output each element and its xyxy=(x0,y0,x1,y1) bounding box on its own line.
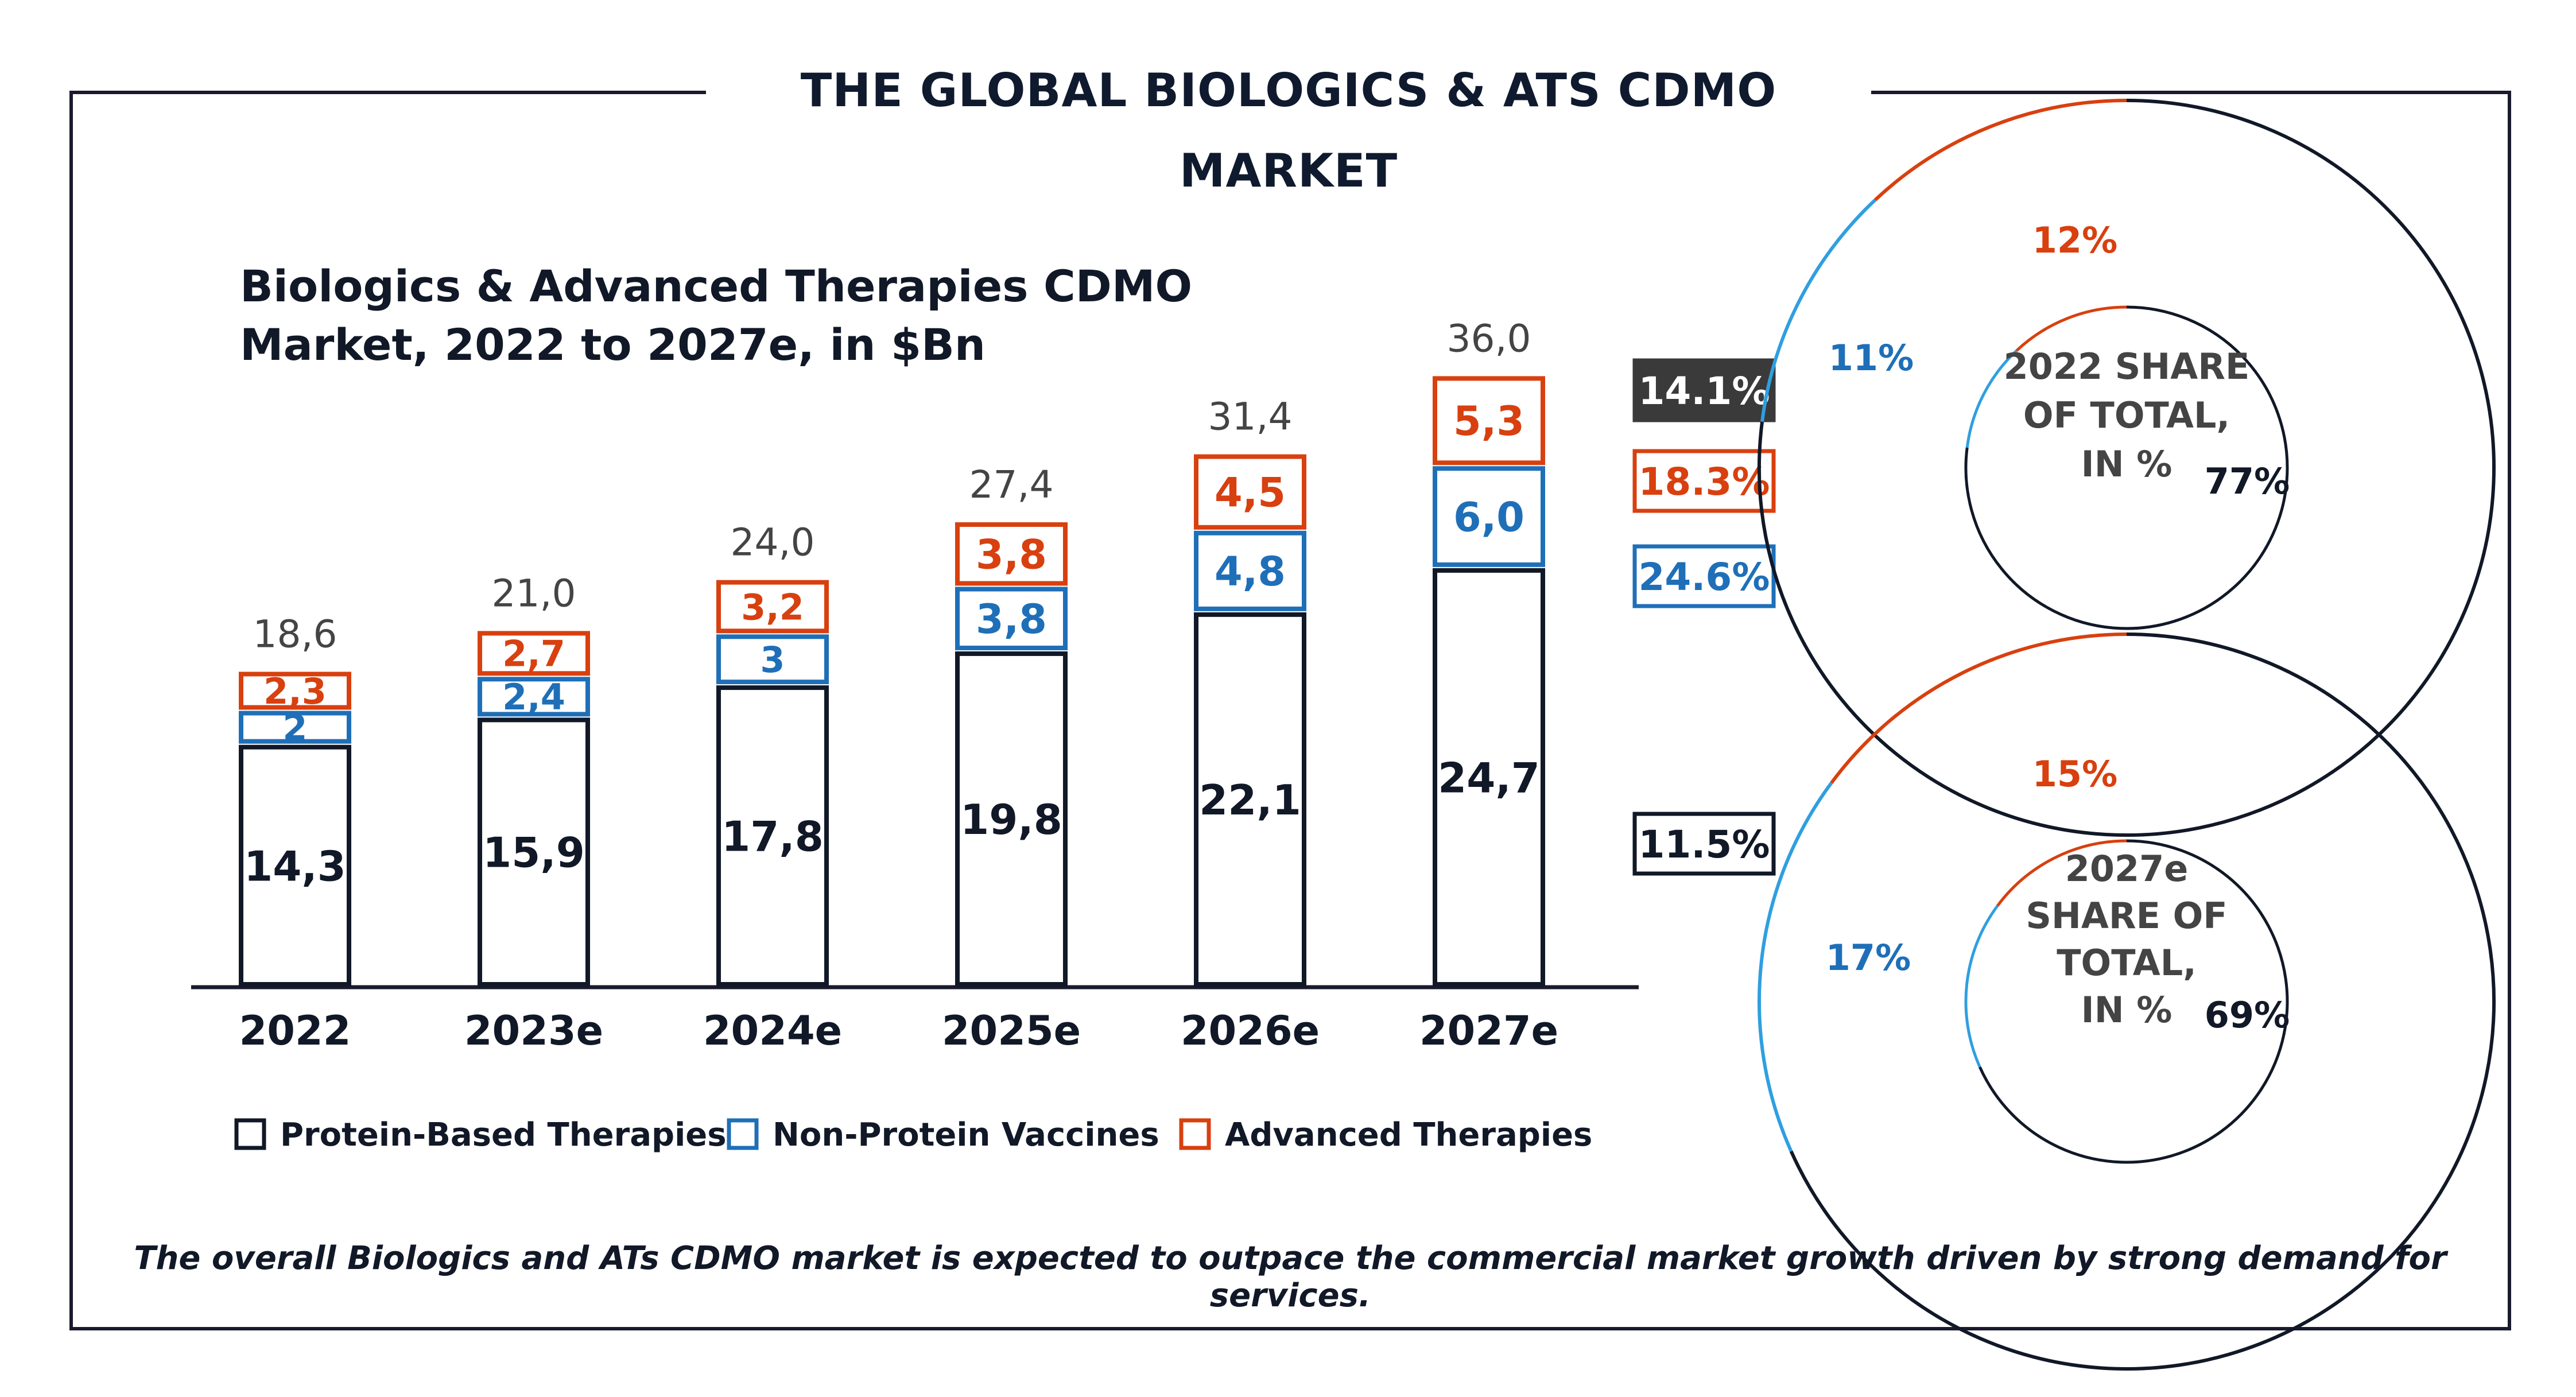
data-label: 2,7 xyxy=(502,633,565,675)
donut-slice-outer xyxy=(1758,782,1833,1152)
data-label: 4,8 xyxy=(1215,548,1286,595)
bar-segment xyxy=(1433,466,1545,567)
donut-center-label: OF TOTAL, xyxy=(2023,394,2230,436)
donut-center-label: IN % xyxy=(2081,989,2172,1031)
donut-slice-outer xyxy=(1758,99,2496,837)
bar-segment xyxy=(1194,612,1306,987)
data-label: 15,9 xyxy=(483,829,585,877)
donut-slice-inner xyxy=(1964,305,2289,630)
data-label: 17,8 xyxy=(721,812,824,860)
bar-segment xyxy=(478,717,590,987)
bar-chart-title-line-2: Market, 2022 to 2027e, in $Bn xyxy=(240,319,986,370)
bar-segment xyxy=(478,631,590,676)
x-tick-label: 2025e xyxy=(942,1007,1081,1054)
total-label: 24,0 xyxy=(731,521,815,565)
bar-segment xyxy=(955,522,1068,586)
donut-center-label: SHARE OF xyxy=(2026,895,2227,937)
cagr-label-total: 14.1% xyxy=(1639,369,1770,413)
bar-segment xyxy=(716,634,829,685)
bar-segment xyxy=(478,677,590,717)
donut-slice-outer xyxy=(1760,199,1876,422)
bar-segment xyxy=(239,672,351,710)
donut-center-label: IN % xyxy=(2081,443,2172,485)
donut-charts: 77% 11% 12% 2022 SHARE OF TOTAL, IN % 69% 17% 15… xyxy=(1758,99,2496,1371)
data-label: 3,8 xyxy=(976,531,1047,578)
cagr-label-vaccine: 24.6% xyxy=(1639,555,1770,599)
bar-segment xyxy=(716,685,829,987)
x-tick-label: 2022 xyxy=(239,1007,351,1054)
cagr-box-protein xyxy=(1632,812,1776,876)
x-tick-label: 2027e xyxy=(1419,1007,1558,1054)
data-label: 2,3 xyxy=(263,670,327,712)
legend-label: Protein-Based Therapies xyxy=(280,1116,727,1154)
donut-slice-label: 69% xyxy=(2205,994,2290,1036)
bar-chart-title: Biologics & Advanced Therapies CDMO Mark… xyxy=(240,261,1208,370)
bar-segment xyxy=(955,651,1068,987)
bar-segment xyxy=(1194,530,1306,611)
data-label: 3 xyxy=(760,639,785,681)
donut-slice-label: 11% xyxy=(1829,337,1914,379)
donut-slice-outer xyxy=(1789,632,2496,1371)
donut-slice-label: 15% xyxy=(2032,753,2117,795)
total-label: 31,4 xyxy=(1208,395,1293,439)
bar-segment xyxy=(239,744,351,987)
data-label: 5,3 xyxy=(1453,398,1524,445)
bar-segment xyxy=(239,711,351,744)
total-label: 21,0 xyxy=(492,571,576,615)
donut-slice-label: 17% xyxy=(1826,937,1911,979)
legend-label: Advanced Therapies xyxy=(1225,1116,1592,1154)
donut-slice-inner xyxy=(1965,350,2018,448)
donut-slice-inner xyxy=(1996,839,2127,907)
donut-center-label: 2027e xyxy=(2065,848,2189,890)
data-label: 19,8 xyxy=(960,795,1062,844)
legend-label: Non-Protein Vaccines xyxy=(773,1116,1159,1154)
donut-slice-label: 12% xyxy=(2032,219,2117,261)
donut-slice-outer xyxy=(1873,99,2127,201)
donut-slice-inner xyxy=(1964,905,1999,1068)
main-title: THE GLOBAL BIOLOGICS & ATS CDMO MARKET xyxy=(706,51,1871,197)
bar-segment xyxy=(716,580,829,634)
legend-swatch xyxy=(727,1118,759,1150)
total-label: 36,0 xyxy=(1447,316,1531,360)
donut-slice-outer xyxy=(1830,632,2127,784)
cagr-box-total xyxy=(1632,358,1776,422)
cagr-boxes: 14.1% 18.3% 24.6% 11.5% xyxy=(1632,358,1776,876)
cagr-label-advanced: 18.3% xyxy=(1639,460,1770,504)
data-label: 22,1 xyxy=(1199,776,1301,824)
donut-slice-inner xyxy=(1978,839,2289,1164)
legend-swatch xyxy=(1179,1118,1211,1150)
donut-center-label: TOTAL, xyxy=(2057,942,2197,984)
donut-slice-label: 77% xyxy=(2205,460,2290,502)
x-tick-label: 2024e xyxy=(703,1007,842,1054)
bar-segment xyxy=(1433,568,1545,987)
data-label: 14,3 xyxy=(244,842,346,890)
cagr-box-vaccine xyxy=(1632,544,1776,608)
bar-segment xyxy=(955,587,1068,650)
donut-center-label: 2022 SHARE xyxy=(2004,346,2250,387)
data-label: 4,5 xyxy=(1215,469,1286,516)
bar-chart-title-line-1: Biologics & Advanced Therapies CDMO xyxy=(240,261,1192,312)
data-label: 2,4 xyxy=(502,676,565,718)
legend-swatch xyxy=(234,1118,266,1150)
x-tick-label: 2023e xyxy=(464,1007,603,1054)
data-label: 3,8 xyxy=(976,596,1047,643)
legend: Protein-Based Therapies Non-Protein Vacci… xyxy=(234,1116,1592,1154)
bar-segment xyxy=(1433,376,1545,465)
data-label: 24,7 xyxy=(1438,754,1540,802)
data-label: 6,0 xyxy=(1453,494,1524,541)
cagr-label-protein: 11.5% xyxy=(1639,822,1770,867)
total-label: 18,6 xyxy=(253,612,337,656)
bar-plot: 14,3 22,3 18,6 2022 15,9 2,42,7 21,0 2023e 17,8 3… xyxy=(191,316,1639,1054)
x-tick-label: 2026e xyxy=(1181,1007,1320,1054)
total-label: 27,4 xyxy=(969,463,1054,507)
bar-segment xyxy=(1194,454,1306,530)
cagr-box-advanced xyxy=(1632,449,1776,513)
data-label: 2 xyxy=(282,707,307,748)
data-label: 3,2 xyxy=(741,586,804,628)
donut-slice-inner xyxy=(2015,305,2127,352)
footnote: The overall Biologics and ATs CDMO marke… xyxy=(134,1240,2447,1314)
